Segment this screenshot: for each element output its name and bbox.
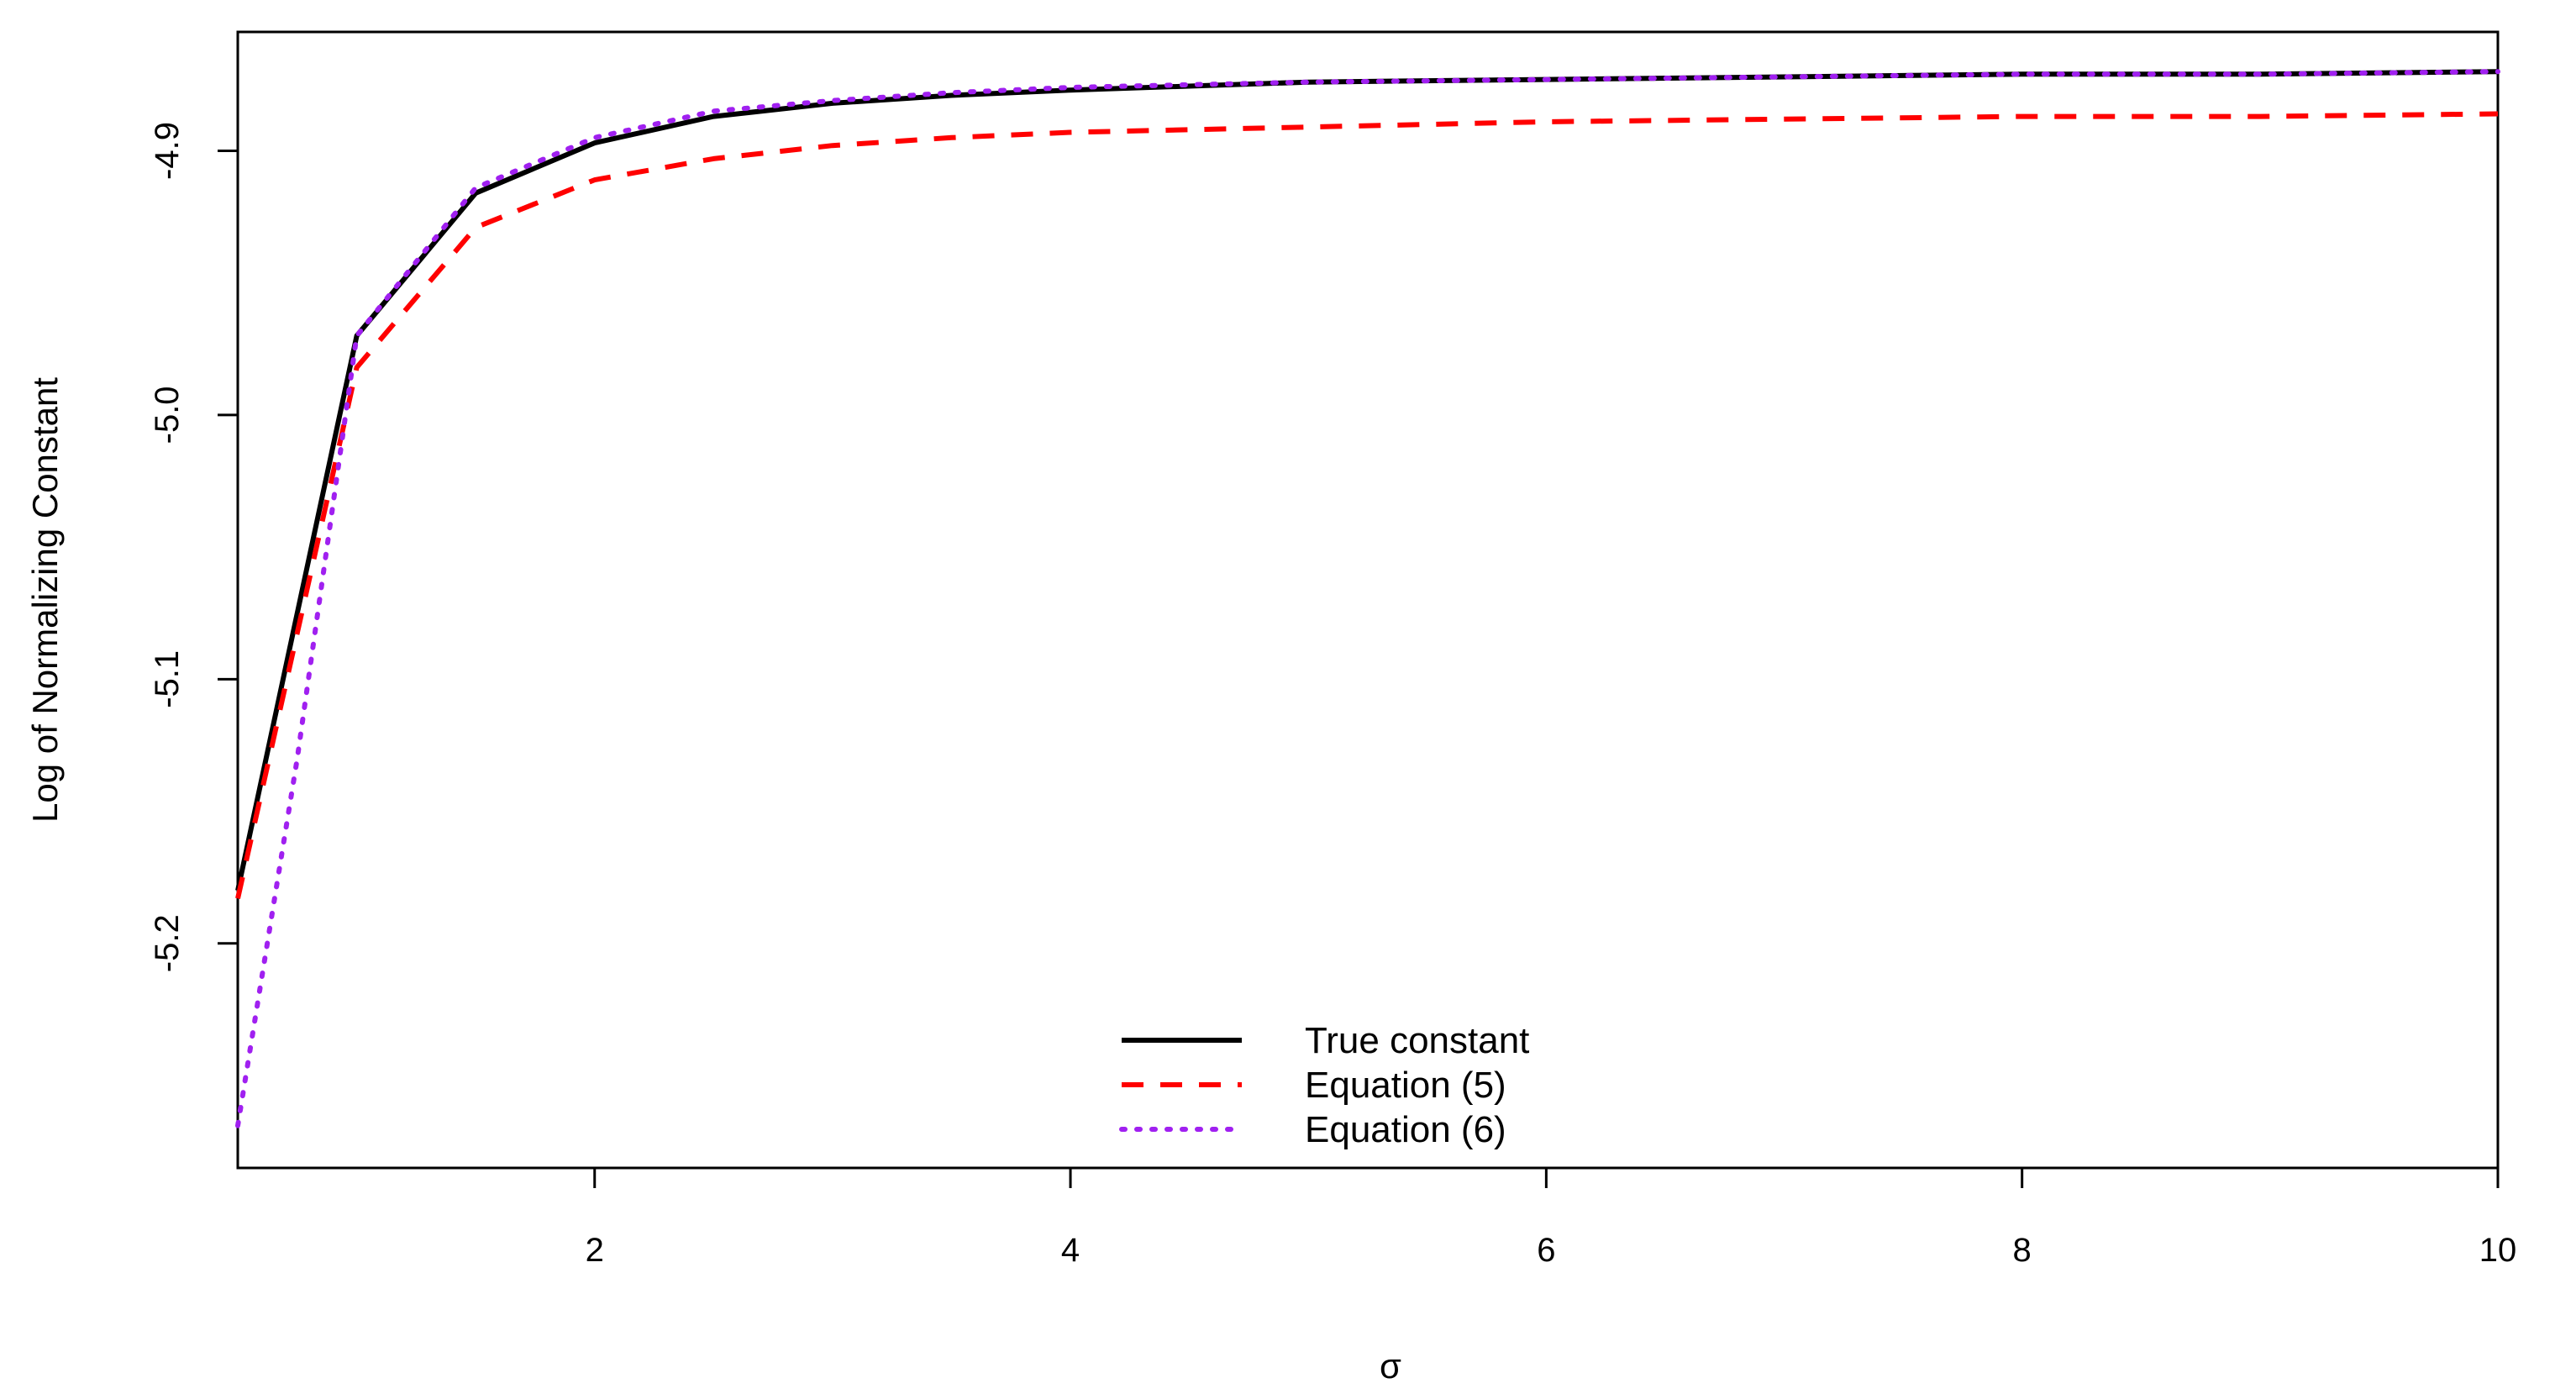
legend-label-1: True constant bbox=[1305, 1020, 1529, 1061]
x-tick-label: 2 bbox=[586, 1232, 604, 1269]
legend-label-3: Equation (6) bbox=[1305, 1109, 1506, 1150]
x-tick-label: 6 bbox=[1537, 1232, 1555, 1269]
series-line-2 bbox=[235, 111, 2499, 899]
x-tick-label: 8 bbox=[2013, 1232, 2032, 1269]
x-tick-label: 4 bbox=[1061, 1232, 1080, 1269]
x-axis-label: σ bbox=[1380, 1346, 1401, 1386]
y-tick-label: -5.1 bbox=[149, 650, 186, 708]
y-axis-label: Log of Normalizing Constant bbox=[25, 377, 65, 823]
plot-frame bbox=[236, 30, 2500, 1170]
y-tick-label: -5.2 bbox=[149, 914, 186, 972]
y-tick-label: -4.9 bbox=[149, 122, 186, 180]
y-tick-label: -5.0 bbox=[149, 386, 186, 444]
x-axis: 2 4 6 8 10 bbox=[586, 1166, 2517, 1269]
series-line-3 bbox=[235, 69, 2500, 1128]
series-line-1 bbox=[235, 69, 2499, 891]
legend-label-2: Equation (5) bbox=[1305, 1065, 1506, 1106]
y-axis: -4.9 -5.0 -5.1 -5.2 bbox=[149, 122, 239, 972]
x-tick-label: 10 bbox=[2479, 1232, 2517, 1269]
series-layer bbox=[235, 69, 2500, 1128]
